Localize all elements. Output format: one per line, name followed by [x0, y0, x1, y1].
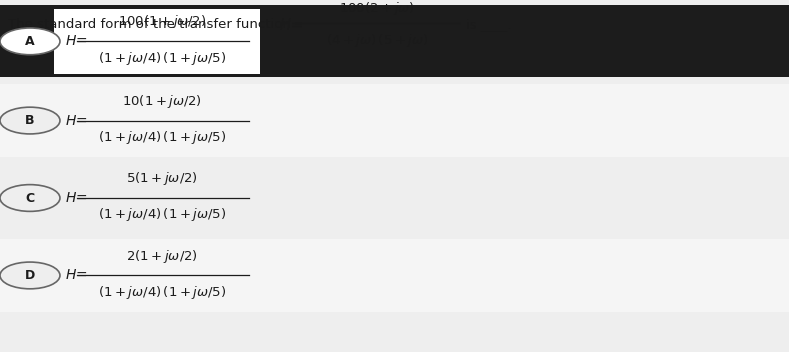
FancyBboxPatch shape: [0, 162, 789, 234]
Text: $2(1+j\omega/2)$: $2(1+j\omega/2)$: [126, 247, 197, 265]
Text: $H\!=\!$: $H\!=\!$: [279, 17, 303, 33]
Text: $(4+j\omega)\,(5+j\omega)$: $(4+j\omega)\,(5+j\omega)$: [326, 32, 428, 49]
Text: A: A: [25, 35, 35, 48]
Text: $(1+j\omega/4)\,(1+j\omega/5)$: $(1+j\omega/4)\,(1+j\omega/5)$: [98, 50, 226, 67]
Text: $H\!=\!$: $H\!=\!$: [65, 269, 88, 282]
FancyBboxPatch shape: [54, 9, 260, 74]
Text: C: C: [25, 191, 35, 205]
Text: $100(1+j\omega/2)$: $100(1+j\omega/2)$: [118, 13, 206, 31]
Text: $H\!=\!$: $H\!=\!$: [65, 114, 88, 127]
FancyBboxPatch shape: [54, 165, 260, 231]
FancyBboxPatch shape: [0, 84, 789, 157]
Text: $(1+j\omega/4)\,(1+j\omega/5)$: $(1+j\omega/4)\,(1+j\omega/5)$: [98, 129, 226, 146]
FancyBboxPatch shape: [54, 243, 260, 308]
Circle shape: [0, 184, 60, 211]
Text: D: D: [25, 269, 35, 282]
Circle shape: [0, 28, 60, 55]
Text: $(1+j\omega/4)\,(1+j\omega/5)$: $(1+j\omega/4)\,(1+j\omega/5)$: [98, 206, 226, 224]
FancyBboxPatch shape: [54, 88, 260, 153]
Text: $10(1+j\omega/2)$: $10(1+j\omega/2)$: [122, 93, 202, 110]
FancyBboxPatch shape: [0, 239, 789, 312]
Text: $100(2+j\omega)$: $100(2+j\omega)$: [339, 0, 415, 17]
Circle shape: [0, 262, 60, 289]
Text: $H\!=\!$: $H\!=\!$: [65, 191, 88, 205]
FancyBboxPatch shape: [0, 5, 789, 77]
Text: The standard form of the transfer function: The standard form of the transfer functi…: [8, 18, 291, 31]
Text: is ____.: is ____.: [466, 18, 511, 31]
Circle shape: [0, 107, 60, 134]
Text: B: B: [25, 114, 35, 127]
Text: $(1+j\omega/4)\,(1+j\omega/5)$: $(1+j\omega/4)\,(1+j\omega/5)$: [98, 284, 226, 301]
Text: $5(1+j\omega/2)$: $5(1+j\omega/2)$: [126, 170, 197, 187]
Text: $H\!=\!$: $H\!=\!$: [65, 34, 88, 48]
